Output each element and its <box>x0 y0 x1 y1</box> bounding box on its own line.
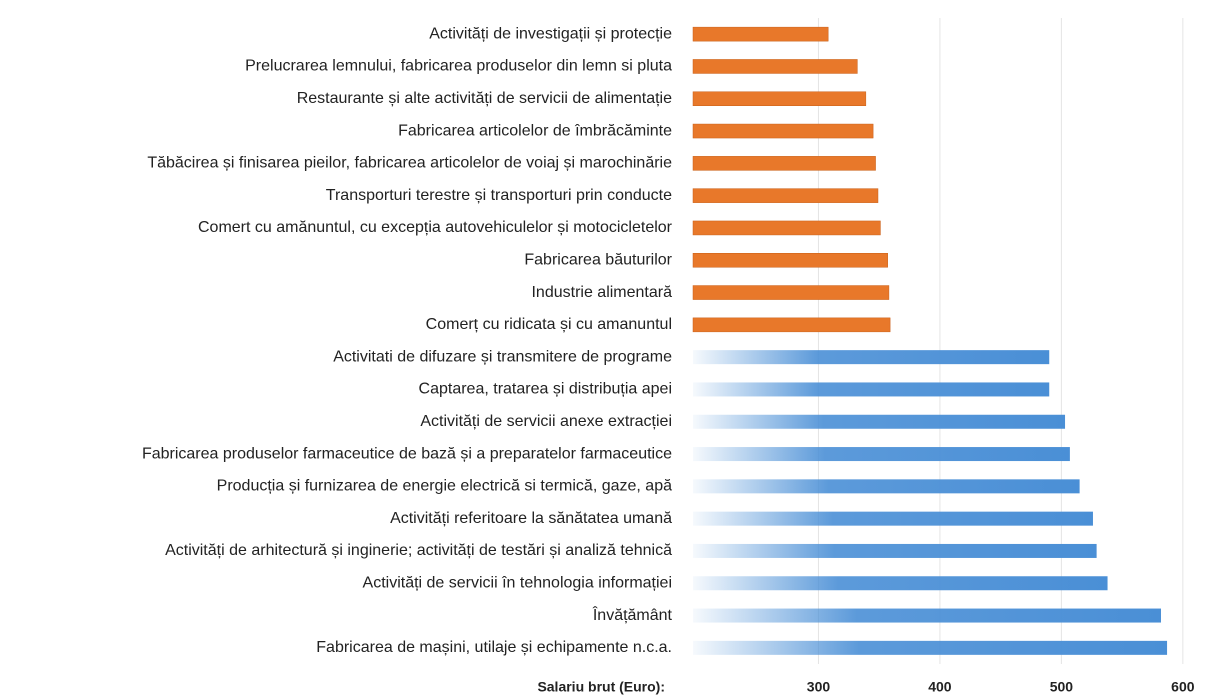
bar <box>693 511 1093 526</box>
y-tick-label: Industrie alimentară <box>531 284 672 301</box>
bar <box>692 253 888 268</box>
y-tick-label: Fabricarea produselor farmaceutice de ba… <box>142 445 672 462</box>
bar <box>692 220 881 236</box>
bar <box>693 414 1066 429</box>
bar <box>692 26 829 42</box>
x-tick-label: 400 <box>928 679 952 695</box>
y-tick-label: Învățământ <box>592 605 673 624</box>
bar <box>692 123 874 139</box>
x-axis-label: Salariu brut (Euro): <box>537 679 665 695</box>
bar <box>693 350 1050 365</box>
bar <box>693 576 1108 591</box>
bar <box>693 447 1070 462</box>
y-tick-label: Activități de servicii anexe extracției <box>420 413 672 430</box>
x-tick-label: 300 <box>807 679 831 695</box>
y-tick-label: Comerț cu ridicata și cu amanuntul <box>426 316 672 333</box>
y-tick-label: Fabricarea articolelor de îmbrăcăminte <box>398 122 672 139</box>
y-tick-label: Activități de servicii în tehnologia inf… <box>363 574 672 591</box>
y-tick-label: Prelucrarea lemnului, fabricarea produse… <box>245 58 672 75</box>
y-tick-label: Captarea, tratarea și distribuția apei <box>419 381 672 398</box>
y-tick-label: Producția și furnizarea de energie elect… <box>217 478 672 495</box>
bar <box>692 156 876 171</box>
y-tick-label: Restaurante și alte activități de servic… <box>297 90 672 107</box>
y-tick-label: Tăbăcirea și finisarea pieilor, fabricar… <box>147 155 672 172</box>
bar <box>693 543 1097 558</box>
y-tick-label: Fabricarea băuturilor <box>524 251 672 268</box>
bar <box>692 59 858 74</box>
y-tick-label: Activități referitoare la sănătatea uman… <box>390 510 672 527</box>
bar <box>693 479 1080 494</box>
x-tick-label: 600 <box>1171 679 1195 695</box>
y-tick-label: Activități de investigații și protecție <box>429 25 672 42</box>
y-tick-label: Activități de arhitectură și inginerie; … <box>165 542 672 559</box>
x-tick-label: 500 <box>1050 679 1074 695</box>
bar <box>692 188 879 203</box>
bar <box>693 608 1161 623</box>
y-tick-label: Comert cu amănuntul, cu excepția autoveh… <box>198 219 673 236</box>
bar <box>692 285 890 300</box>
y-tick-label: Activitati de difuzare și transmitere de… <box>333 348 672 365</box>
bar <box>692 317 891 333</box>
bar <box>693 640 1168 655</box>
y-tick-label: Transporturi terestre și transporturi pr… <box>326 187 672 204</box>
bar <box>693 382 1050 397</box>
y-tick-label: Fabricarea de mașini, utilaje și echipam… <box>316 639 672 656</box>
bar <box>692 91 867 106</box>
